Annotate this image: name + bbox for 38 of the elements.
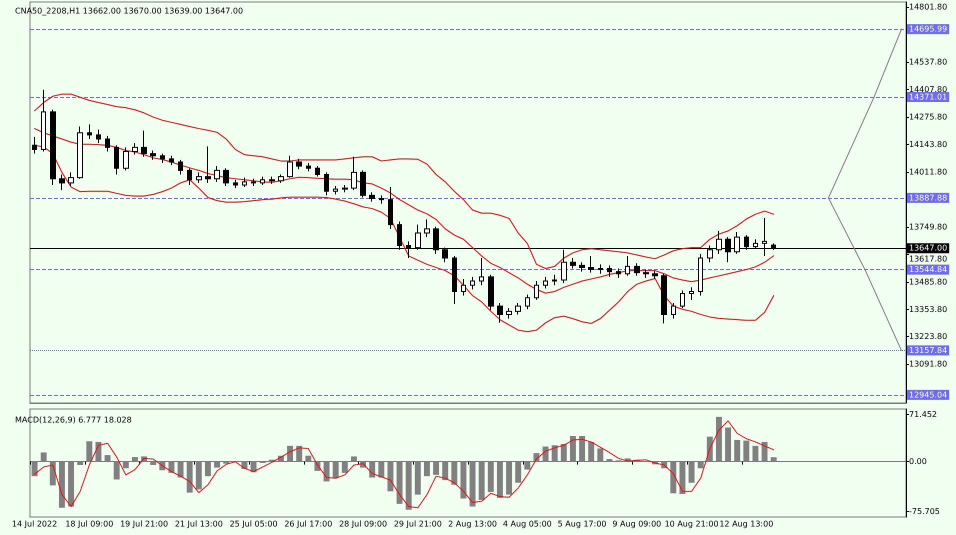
x-tick-label: 2 Aug 13:00: [448, 520, 497, 528]
x-tick-label: 12 Aug 13:00: [719, 520, 774, 528]
ref-line-label: 13544.84: [909, 265, 948, 274]
y-tick-label: 14407.80: [909, 84, 948, 94]
ref-line-label: 13647.00: [909, 244, 948, 253]
y-tick-label: -75.705: [909, 507, 940, 516]
x-tick-label: 10 Aug 21:00: [664, 520, 719, 528]
x-tick-label: 21 Jul 13:00: [174, 520, 223, 528]
ref-line-label: 12945.04: [909, 390, 948, 400]
ref-line-label: 14371.01: [909, 92, 948, 102]
x-tick-label: 29 Jul 21:00: [394, 520, 442, 528]
y-tick-label: 14143.80: [909, 140, 948, 149]
y-tick-label: 13223.80: [909, 332, 948, 342]
y-tick-label: 14801.80: [909, 2, 948, 12]
ref-line-label: 14695.99: [909, 24, 948, 34]
text: MACD(12,26,9) 6.777 18.028: [15, 416, 132, 424]
ref-line-label: 13887.88: [909, 193, 948, 202]
y-tick-label: 14537.80: [909, 58, 948, 67]
x-tick-label: 14 Jul 2022: [12, 520, 58, 528]
x-tick-label: 18 Jul 09:00: [65, 520, 114, 528]
y-tick-label: 0.00: [909, 457, 927, 466]
y-tick-label: 71.452: [909, 410, 937, 420]
y-tick-label: 13485.80: [909, 277, 948, 286]
y-tick-label: 13617.80: [909, 254, 948, 264]
text: CNA50_2208,H1 13662.00 13670.00 13639.00 13647.00: [15, 6, 244, 16]
y-tick-label: 14275.80: [909, 112, 948, 122]
y-tick-label: 13091.80: [909, 360, 948, 369]
y-tick-label: 13353.80: [909, 304, 948, 314]
x-tick-label: 9 Aug 09:00: [612, 520, 662, 528]
x-tick-label: 5 Aug 17:00: [558, 520, 606, 528]
x-tick-label: 25 Jul 05:00: [230, 520, 278, 528]
x-tick-label: 19 Jul 21:00: [120, 520, 168, 528]
x-tick-label: 4 Aug 05:00: [502, 520, 552, 528]
y-tick-label: 13749.80: [909, 222, 948, 232]
y-tick-label: 14011.80: [909, 168, 948, 177]
x-tick-label: 28 Jul 09:00: [339, 520, 388, 528]
x-tick-label: 26 Jul 17:00: [284, 520, 332, 528]
ref-line-label: 13157.84: [909, 346, 948, 355]
